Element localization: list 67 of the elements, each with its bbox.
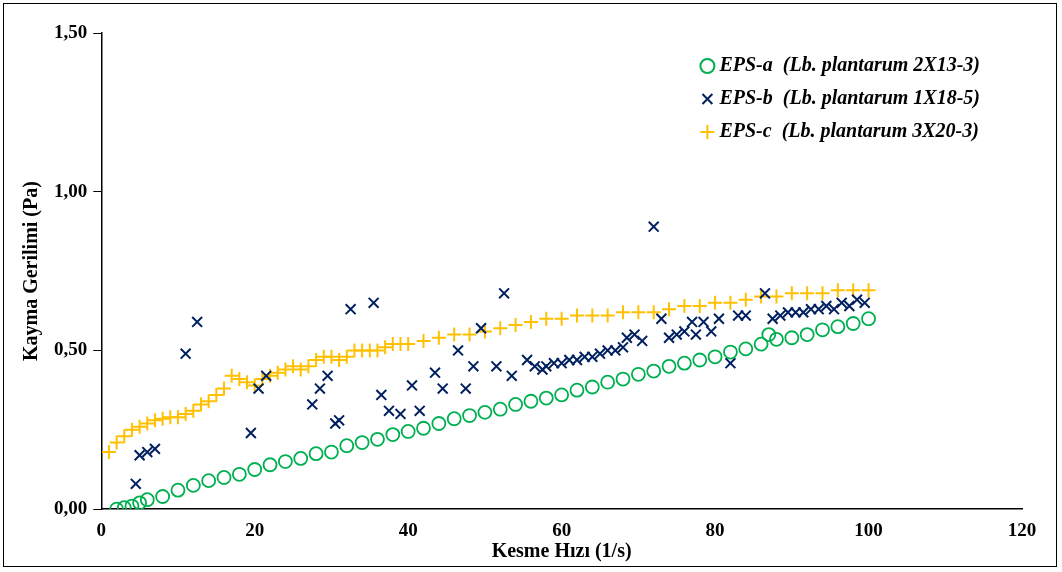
point [324,444,339,460]
point [738,341,754,357]
point [523,393,539,409]
point [339,438,355,454]
point [569,382,585,398]
point [462,408,477,423]
point [830,319,846,335]
legend-label: EPS-b (Lb. plantarum 1X18-5) [718,86,980,110]
point [799,327,815,342]
point [416,420,431,436]
x-tick-label: 40 [398,518,418,540]
point [692,352,708,368]
x-tick-label: 120 [1007,518,1037,540]
point [784,330,800,346]
point [155,489,171,504]
point [723,344,738,360]
point [216,470,232,485]
point [761,327,777,342]
point [446,411,462,427]
point [815,322,830,338]
point [676,355,692,371]
x-tick-label: 100 [854,518,883,540]
point [508,397,523,412]
point [370,431,385,447]
x-tick-label: 20 [245,518,265,540]
x-tick-label: 60 [552,518,572,540]
y-tick-label: 0,50 [54,338,88,360]
point [132,495,148,510]
x-tick-label: 80 [705,518,725,540]
point [431,416,447,431]
legend-label: EPS-c (Lb. plantarum 3X20-3) [718,119,979,143]
point [247,462,263,477]
point [185,477,201,493]
point [707,349,723,365]
point [124,498,140,510]
point [646,363,662,379]
y-tick-label: 1,00 [54,179,88,201]
point [262,457,278,473]
point [385,427,401,442]
point [308,446,324,462]
x-tick-label: 0 [96,518,106,540]
y-axis-title: Kayma Gerilimi (Pa) [19,181,43,362]
point [293,451,309,466]
point [845,316,861,331]
point [554,387,570,403]
point [477,404,493,420]
point [170,482,186,498]
point [753,336,769,352]
point [661,358,677,374]
point [231,466,247,482]
point [139,492,155,508]
point [861,311,876,327]
point [278,454,293,469]
point [354,435,370,450]
point [584,379,600,395]
point [769,331,784,347]
point [201,473,217,489]
point [538,390,554,406]
point [630,366,646,382]
y-tick-label: 1,50 [54,20,88,42]
legend-label: EPS-a (Lb. plantarum 2X13-3) [718,53,980,77]
x-axis-title: Kesme Hızı (1/s) [491,539,632,563]
y-tick-label: 0,00 [54,497,88,519]
point [492,401,508,417]
point [615,371,631,387]
point [400,424,416,439]
point [600,374,616,390]
